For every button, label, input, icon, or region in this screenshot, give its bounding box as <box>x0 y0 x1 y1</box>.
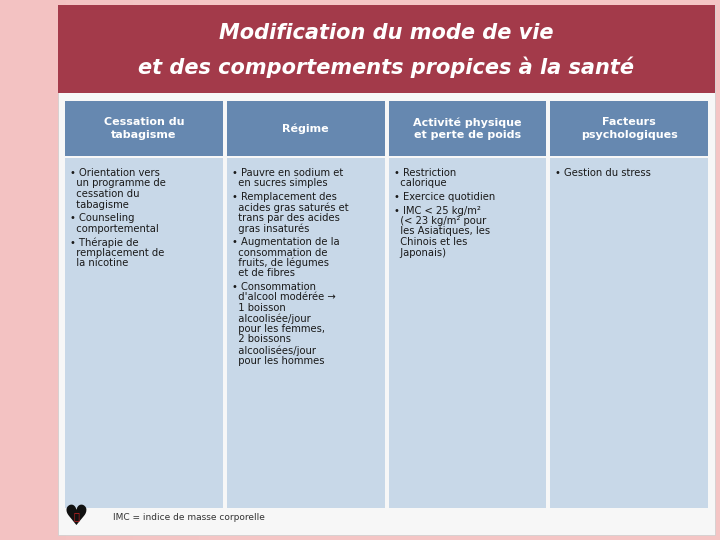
FancyBboxPatch shape <box>227 158 384 508</box>
Text: cessation du: cessation du <box>70 189 140 199</box>
Text: IMC = indice de masse corporelle: IMC = indice de masse corporelle <box>113 512 265 522</box>
Text: Régime: Régime <box>282 123 329 134</box>
Text: et de fibres: et de fibres <box>232 268 294 279</box>
Text: Facteurs
psychologiques: Facteurs psychologiques <box>581 117 678 140</box>
Text: fruits, de légumes: fruits, de légumes <box>232 258 329 268</box>
Text: les Asiatiques, les: les Asiatiques, les <box>394 226 490 237</box>
Text: 1 boisson: 1 boisson <box>232 303 286 313</box>
Text: • Consommation: • Consommation <box>232 282 316 292</box>
Text: • Thérapie de: • Thérapie de <box>70 237 139 247</box>
Text: trans par des acides: trans par des acides <box>232 213 340 223</box>
Text: ♥: ♥ <box>63 503 89 531</box>
Text: d'alcool modérée →: d'alcool modérée → <box>232 293 336 302</box>
Text: 2 boissons: 2 boissons <box>232 334 291 345</box>
FancyBboxPatch shape <box>58 5 715 93</box>
FancyBboxPatch shape <box>389 158 546 508</box>
Text: gras insaturés: gras insaturés <box>232 224 309 234</box>
Text: acides gras saturés et: acides gras saturés et <box>232 202 348 213</box>
Text: consommation de: consommation de <box>232 247 328 258</box>
Text: pour les femmes,: pour les femmes, <box>232 324 325 334</box>
Text: Modification du mode de vie: Modification du mode de vie <box>220 23 554 43</box>
Text: en sucres simples: en sucres simples <box>232 179 328 188</box>
Text: pour les hommes: pour les hommes <box>232 355 324 366</box>
Text: Activité physique
et perte de poids: Activité physique et perte de poids <box>413 117 521 140</box>
Text: • Counseling: • Counseling <box>70 213 135 223</box>
Text: Chinois et les: Chinois et les <box>394 237 467 247</box>
Text: remplacement de: remplacement de <box>70 247 164 258</box>
Text: • Exercice quotidien: • Exercice quotidien <box>394 192 495 202</box>
Text: Japonais): Japonais) <box>394 247 446 258</box>
FancyBboxPatch shape <box>227 101 384 156</box>
Text: (< 23 kg/m² pour: (< 23 kg/m² pour <box>394 216 486 226</box>
Text: • Pauvre en sodium et: • Pauvre en sodium et <box>232 168 343 178</box>
Text: Cessation du
tabagisme: Cessation du tabagisme <box>104 117 184 140</box>
Text: tabagisme: tabagisme <box>70 199 129 210</box>
Text: • Augmentation de la: • Augmentation de la <box>232 237 339 247</box>
FancyBboxPatch shape <box>550 158 708 508</box>
FancyBboxPatch shape <box>58 5 715 535</box>
Text: comportemental: comportemental <box>70 224 158 233</box>
Text: • IMC < 25 kg/m²: • IMC < 25 kg/m² <box>394 206 480 215</box>
Text: • Remplacement des: • Remplacement des <box>232 192 337 202</box>
Text: et des comportements propices à la santé: et des comportements propices à la santé <box>138 56 634 78</box>
Text: • Restriction: • Restriction <box>394 168 456 178</box>
FancyBboxPatch shape <box>389 101 546 156</box>
Text: un programme de: un programme de <box>70 179 166 188</box>
Text: 🔥: 🔥 <box>73 511 79 521</box>
FancyBboxPatch shape <box>65 158 222 508</box>
FancyBboxPatch shape <box>65 101 222 156</box>
Text: calorique: calorique <box>394 179 446 188</box>
FancyBboxPatch shape <box>550 101 708 156</box>
Text: alcoolisées/jour: alcoolisées/jour <box>232 345 316 355</box>
Text: • Orientation vers: • Orientation vers <box>70 168 160 178</box>
Text: la nicotine: la nicotine <box>70 258 128 268</box>
Text: alcoolisée/jour: alcoolisée/jour <box>232 314 310 324</box>
Text: • Gestion du stress: • Gestion du stress <box>555 168 651 178</box>
